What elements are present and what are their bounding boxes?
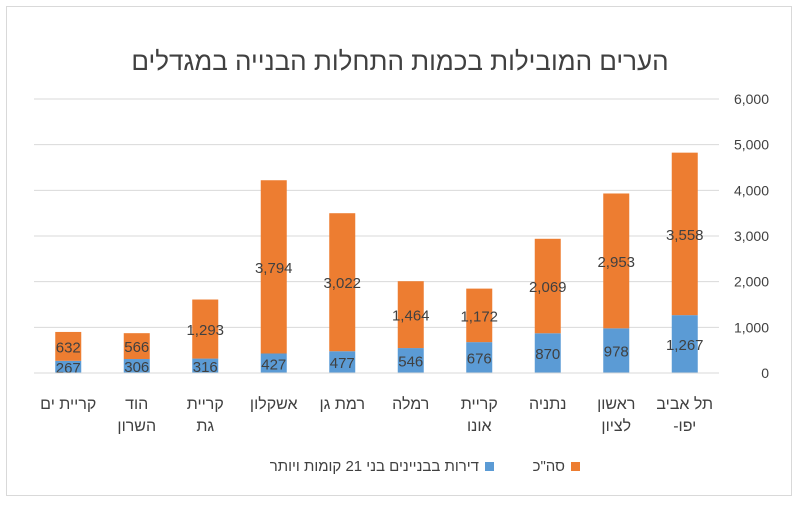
x-tick-label: אשקלון bbox=[250, 395, 298, 413]
data-label: 316 bbox=[193, 359, 218, 376]
y-tick-label: 6,000 bbox=[734, 91, 769, 107]
x-tick-label: לציון bbox=[601, 417, 631, 435]
bar-tall-buildings bbox=[329, 351, 356, 373]
data-label: 978 bbox=[604, 344, 629, 361]
x-tick-label: רמלה bbox=[392, 395, 429, 413]
y-tick-label: 2,000 bbox=[734, 274, 769, 290]
bar-total bbox=[466, 288, 493, 343]
bar-tall-buildings bbox=[466, 342, 493, 373]
data-label: 632 bbox=[56, 339, 81, 356]
y-tick-label: 4,000 bbox=[734, 182, 769, 198]
data-label: 427 bbox=[261, 356, 286, 373]
y-tick-label: 5,000 bbox=[734, 137, 769, 153]
data-label: 3,558 bbox=[666, 227, 704, 244]
legend-swatch-tall-buildings bbox=[485, 462, 494, 471]
bar-total bbox=[671, 152, 698, 316]
x-tick-label: -יפו bbox=[673, 418, 696, 435]
x-tick-label: השרון bbox=[117, 418, 156, 435]
data-label: 2,069 bbox=[529, 279, 567, 296]
x-tick-label: הוד bbox=[125, 396, 148, 413]
x-tick-label: קריית ים bbox=[40, 396, 96, 413]
legend-label-tall-buildings: דירות בבניינים בני 21 קומות ויותר bbox=[270, 458, 479, 475]
data-label: 306 bbox=[124, 359, 149, 376]
bar-total bbox=[260, 180, 287, 354]
legend-label-total: סה"כ bbox=[533, 458, 566, 475]
bar-total bbox=[397, 281, 424, 349]
bar-tall-buildings bbox=[192, 358, 219, 373]
x-tick-label: אונו bbox=[467, 418, 492, 435]
data-label: 1,293 bbox=[186, 322, 224, 339]
data-label: 870 bbox=[535, 346, 560, 363]
chart-title: הערים המובילות בכמות התחלות הבנייה במגדל… bbox=[131, 46, 668, 76]
data-label: 1,267 bbox=[666, 337, 704, 354]
chart: הערים המובילות בכמות התחלות הבנייה במגדל… bbox=[34, 46, 769, 475]
bar-tall-buildings bbox=[397, 348, 424, 373]
bar-tall-buildings bbox=[534, 333, 561, 373]
x-tick-label: ראשון bbox=[597, 396, 635, 413]
bar-tall-buildings bbox=[671, 315, 698, 373]
data-label: 1,172 bbox=[460, 308, 498, 325]
bar-total bbox=[603, 193, 630, 329]
x-tick-label: רמת גן bbox=[320, 396, 365, 413]
x-tick-label: תל אביב bbox=[656, 395, 713, 413]
bar-tall-buildings bbox=[603, 328, 630, 373]
data-label: 3,022 bbox=[323, 275, 361, 292]
data-label: 267 bbox=[56, 360, 81, 377]
data-label: 546 bbox=[398, 354, 423, 371]
data-label: 676 bbox=[467, 351, 492, 368]
data-label: 1,464 bbox=[392, 308, 430, 325]
legend-swatch-total bbox=[571, 462, 580, 471]
chart-frame: הערים המובילות בכמות התחלות הבנייה במגדל… bbox=[6, 6, 792, 496]
bar-tall-buildings bbox=[55, 360, 82, 373]
x-tick-label: גת bbox=[196, 418, 214, 435]
bar-tall-buildings bbox=[260, 353, 287, 373]
bar-total bbox=[329, 213, 356, 352]
data-label: 477 bbox=[330, 355, 355, 372]
y-tick-label: 3,000 bbox=[734, 228, 769, 244]
bar-total bbox=[123, 333, 150, 360]
bar-total bbox=[55, 331, 82, 361]
x-tick-label: קריית bbox=[461, 396, 498, 413]
data-label: 3,794 bbox=[255, 260, 293, 277]
data-label: 2,953 bbox=[597, 254, 635, 271]
x-tick-label: נתניה bbox=[529, 396, 566, 413]
bar-total bbox=[192, 299, 219, 359]
data-label: 566 bbox=[124, 339, 149, 356]
bar-tall-buildings bbox=[123, 359, 150, 373]
y-tick-label: 0 bbox=[761, 365, 769, 381]
y-tick-label: 1,000 bbox=[734, 319, 769, 335]
x-tick-label: קריית bbox=[187, 396, 224, 413]
bar-total bbox=[534, 238, 561, 334]
